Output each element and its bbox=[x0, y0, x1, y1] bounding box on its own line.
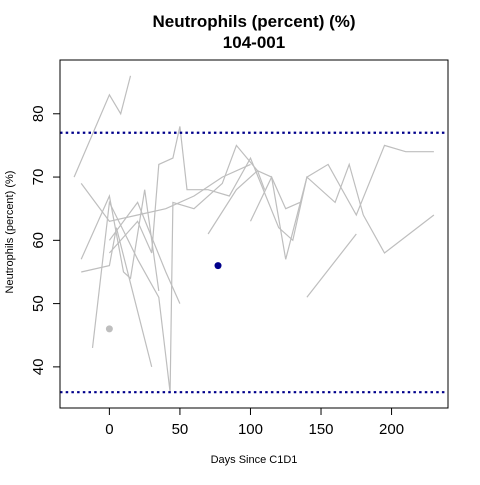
y-tick-label-70: 70 bbox=[30, 169, 47, 186]
x-axis-label: Days Since C1D1 bbox=[211, 454, 298, 466]
x-tick-label-100: 100 bbox=[238, 421, 263, 438]
chart-title: Neutrophils (percent) (%) bbox=[152, 12, 355, 31]
y-tick-label-40: 40 bbox=[30, 359, 47, 376]
series-line-7 bbox=[108, 201, 181, 304]
series-line-1 bbox=[73, 75, 132, 178]
series-line-3 bbox=[80, 189, 160, 291]
series-line-9 bbox=[306, 233, 357, 298]
x-tick-label-50: 50 bbox=[172, 421, 189, 438]
x-tick-label-0: 0 bbox=[105, 421, 113, 438]
series-line-10 bbox=[362, 214, 435, 254]
chart-subtitle: 104-001 bbox=[223, 33, 285, 52]
axes: 0 50 100 150 200 40 50 60 70 80 bbox=[30, 105, 404, 438]
y-tick-label-60: 60 bbox=[30, 232, 47, 249]
series-line-8 bbox=[207, 162, 364, 260]
series-line-2 bbox=[80, 163, 251, 222]
y-tick-label-50: 50 bbox=[30, 295, 47, 312]
plot-area bbox=[60, 75, 448, 394]
series-line-5 bbox=[81, 227, 153, 368]
data-point-2 bbox=[214, 262, 222, 270]
series-line-6 bbox=[108, 126, 434, 254]
y-tick-label-80: 80 bbox=[30, 105, 47, 122]
x-tick-label-200: 200 bbox=[379, 421, 404, 438]
y-axis-label: Neutrophils (percent) (%) bbox=[4, 171, 16, 294]
series-line-11 bbox=[249, 175, 301, 222]
x-tick-label-150: 150 bbox=[309, 421, 334, 438]
data-point-1 bbox=[105, 325, 113, 333]
series-line-4 bbox=[91, 144, 266, 393]
